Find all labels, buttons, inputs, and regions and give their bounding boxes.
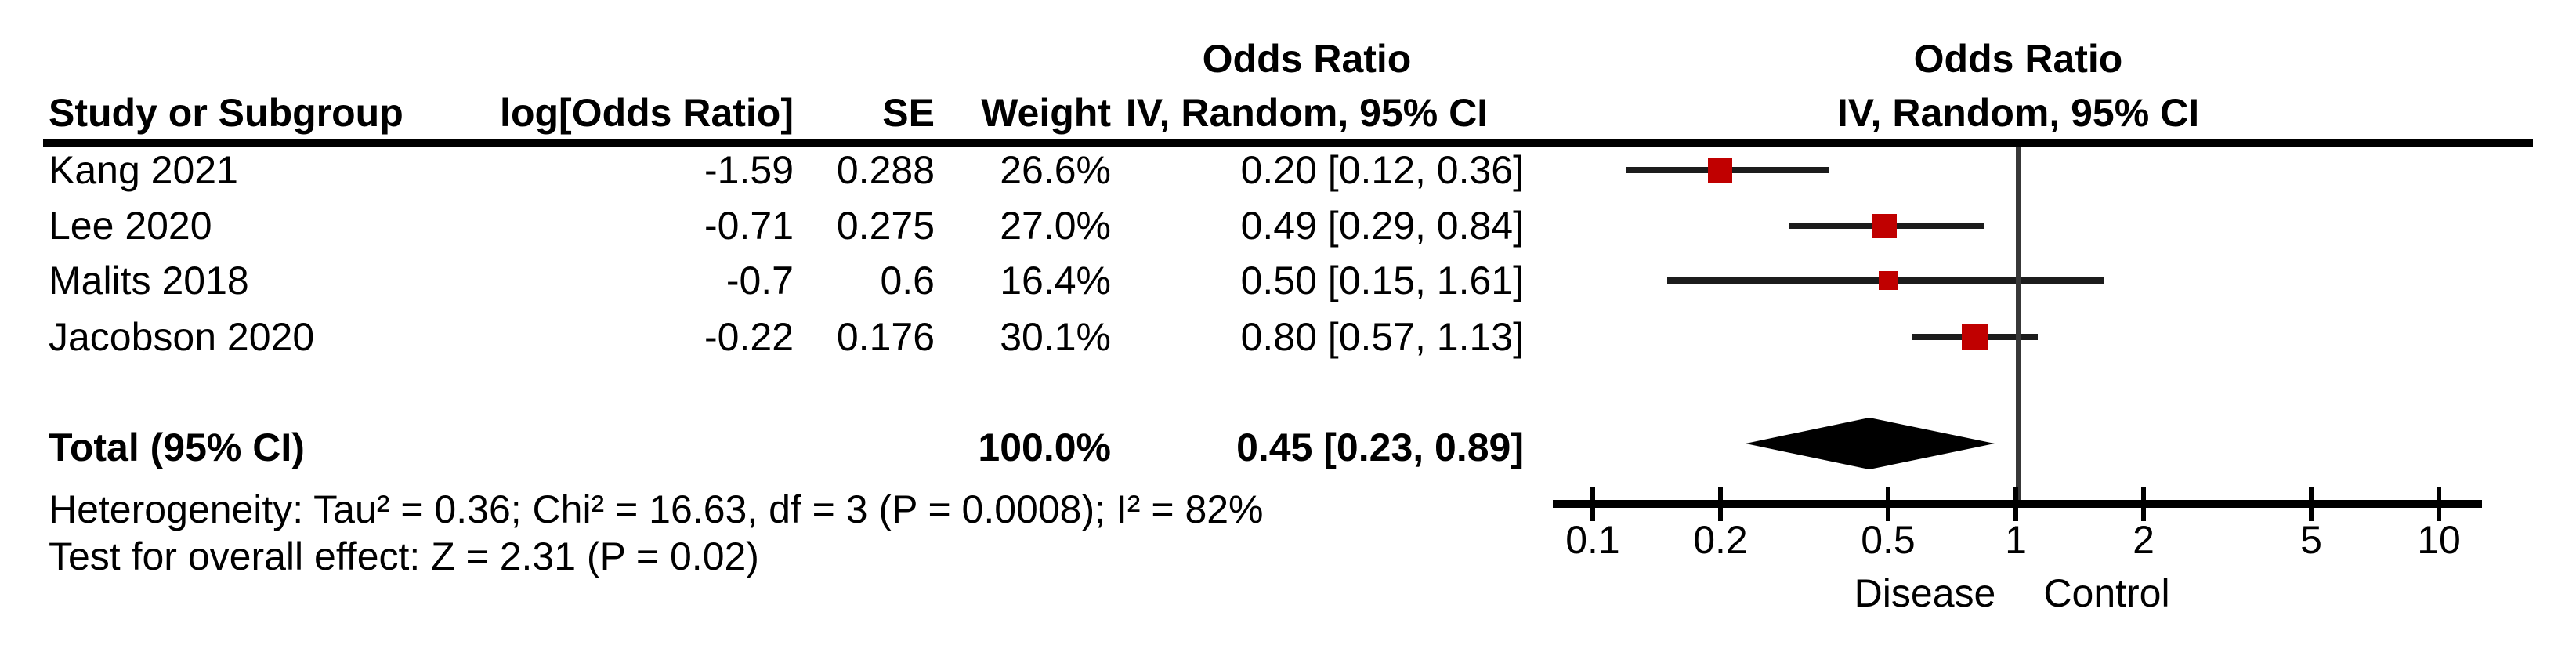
forest-point-square [1708, 158, 1732, 183]
se-cell: 0.288 [836, 148, 935, 192]
se-cell: 0.6 [880, 259, 935, 302]
forest-point-square [1872, 214, 1897, 238]
axis-tick-label: 10 [2417, 518, 2461, 562]
log-or-cell: -0.7 [725, 259, 794, 302]
axis-tick-label: 0.2 [1693, 518, 1748, 562]
se-column-header: SE [882, 91, 935, 135]
or-ci-cell: 0.50 [0.15, 1.61] [1240, 259, 1524, 302]
weight-cell: 30.1% [1000, 315, 1111, 359]
axis-tick [1718, 487, 1723, 521]
axis-tick [1886, 487, 1890, 521]
weight-column-header: Weight [981, 91, 1111, 135]
total-row-weight: 100.0% [978, 426, 1111, 469]
axis-tick [1590, 487, 1595, 521]
study-name-cell: Lee 2020 [49, 204, 212, 248]
overall-effect-footnote: Test for overall effect: Z = 2.31 (P = 0… [49, 534, 759, 578]
or-column-header-line1: Odds Ratio [1202, 37, 1412, 81]
log-or-column-header: log[Odds Ratio] [500, 91, 794, 135]
forest-point-square [1962, 324, 1988, 350]
or-ci-cell: 0.20 [0.12, 0.36] [1240, 148, 1524, 192]
heterogeneity-footnote: Heterogeneity: Tau² = 0.36; Chi² = 16.63… [49, 487, 1264, 531]
log-or-cell: -0.71 [704, 204, 794, 248]
or-column-header-line2: IV, Random, 95% CI [1125, 91, 1489, 135]
null-effect-line [2016, 147, 2021, 504]
study-column-header: Study or Subgroup [49, 91, 403, 135]
axis-tick-label: 0.1 [1565, 518, 1620, 562]
log-or-cell: -0.22 [704, 315, 794, 359]
axis-tick-label: 5 [2300, 518, 2322, 562]
plot-header-line1: Odds Ratio [1913, 37, 2123, 81]
study-name-cell: Jacobson 2020 [49, 315, 315, 359]
se-cell: 0.275 [836, 204, 935, 248]
study-name-cell: Kang 2021 [49, 148, 238, 192]
header-divider-rule [43, 139, 2533, 147]
axis-tick [2309, 487, 2314, 521]
log-or-cell: -1.59 [704, 148, 794, 192]
plot-header-line2: IV, Random, 95% CI [1836, 91, 2200, 135]
axis-tick-label: 0.5 [1861, 518, 1916, 562]
axis-tick-label: 1 [2005, 518, 2027, 562]
or-ci-cell: 0.80 [0.57, 1.13] [1240, 315, 1524, 359]
weight-cell: 16.4% [1000, 259, 1111, 302]
total-row-label: Total (95% CI) [49, 426, 305, 469]
se-cell: 0.176 [836, 315, 935, 359]
weight-cell: 26.6% [1000, 148, 1111, 192]
or-ci-cell: 0.49 [0.29, 0.84] [1240, 204, 1524, 248]
weight-cell: 27.0% [1000, 204, 1111, 248]
axis-tick [2141, 487, 2146, 521]
summary-diamond [1746, 418, 1995, 469]
axis-tick [2013, 487, 2018, 521]
axis-tick-label: 2 [2133, 518, 2155, 562]
axis-tick [2437, 487, 2441, 521]
favours-left-label: Disease [1854, 571, 1996, 615]
total-row-or-ci: 0.45 [0.23, 0.89] [1236, 426, 1524, 469]
forest-point-square [1879, 271, 1898, 290]
favours-right-label: Control [2043, 571, 2170, 615]
study-name-cell: Malits 2018 [49, 259, 249, 302]
